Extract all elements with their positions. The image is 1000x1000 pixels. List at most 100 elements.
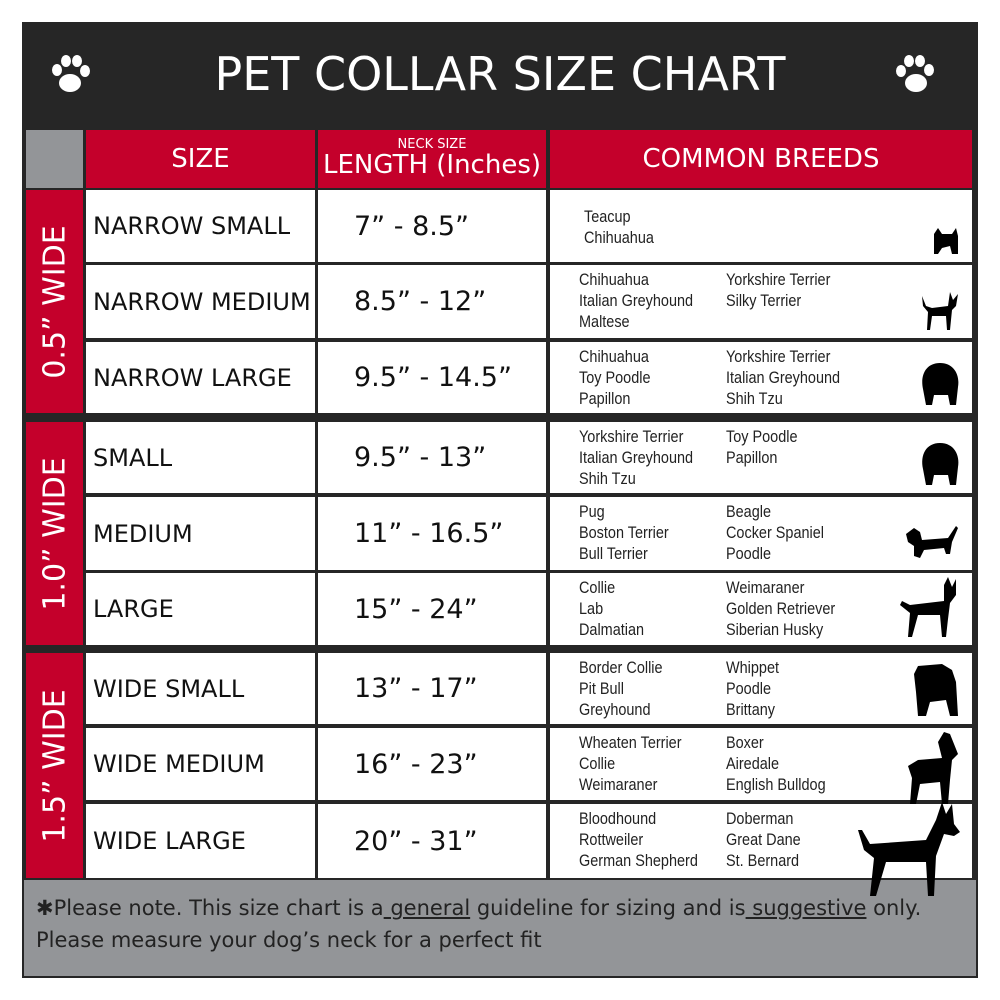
length-cell: 20” - 31” bbox=[318, 804, 546, 878]
footer-line-1: ✱Please note. This size chart is a gener… bbox=[36, 892, 976, 924]
length-value: 7” - 8.5” bbox=[354, 210, 470, 242]
yorkie-silhouette-icon bbox=[934, 228, 958, 254]
breed-name: Lab bbox=[579, 599, 604, 618]
size-label: WIDE MEDIUM bbox=[93, 750, 265, 778]
breed-name: Pit Bull bbox=[579, 679, 624, 698]
breeds-cell: Bloodhound Rottweiler German Shepherd Dober… bbox=[550, 802, 972, 896]
breed-name: Collie bbox=[579, 578, 616, 597]
breed-name: Papillon bbox=[726, 448, 778, 467]
breed-name: Doberman bbox=[726, 809, 794, 828]
group-label-0.5-wide: 0.5” WIDE bbox=[26, 190, 83, 413]
breeds-cell: Wheaten Terrier Collie Weimaraner Boxer Aire… bbox=[550, 728, 972, 804]
size-label: MEDIUM bbox=[93, 519, 193, 548]
breed-column: Pug Boston Terrier Bull Terrier bbox=[579, 501, 669, 564]
breed-name: Teacup bbox=[584, 207, 631, 226]
pomeranian-silhouette-icon bbox=[922, 363, 959, 405]
header-size: SIZE bbox=[86, 130, 315, 188]
breeds-cell: Teacup Chihuahua bbox=[550, 190, 972, 262]
header-length-top: NECK SIZE bbox=[397, 137, 467, 152]
breed-name: Italian Greyhound bbox=[726, 368, 841, 387]
size-cell: WIDE MEDIUM bbox=[86, 728, 315, 800]
length-cell: 13” - 17” bbox=[318, 653, 546, 724]
length-value: 9.5” - 13” bbox=[354, 442, 487, 473]
size-cell: MEDIUM bbox=[86, 497, 315, 570]
breed-name: Poodle bbox=[726, 544, 771, 563]
breed-name: Yorkshire Terrier bbox=[726, 270, 831, 289]
breed-name: Great Dane bbox=[726, 830, 801, 849]
length-cell: 8.5” - 12” bbox=[318, 265, 546, 338]
header-corner bbox=[26, 130, 83, 188]
breed-name: Bloodhound bbox=[579, 809, 657, 828]
size-cell: NARROW SMALL bbox=[86, 190, 315, 262]
length-cell: 16” - 23” bbox=[318, 728, 546, 800]
breeds-cell: Chihuahua Italian Greyhound Maltese Yorkshi… bbox=[550, 265, 972, 338]
breed-name: Yorkshire Terrier bbox=[579, 427, 684, 446]
breed-name: Beagle bbox=[726, 502, 771, 521]
size-label: LARGE bbox=[93, 595, 174, 623]
breed-name: Airedale bbox=[726, 754, 780, 773]
breed-column: Beagle Cocker Spaniel Poodle bbox=[726, 501, 824, 564]
footer-text: ✱Please note. This size chart is a bbox=[36, 896, 384, 920]
bulldog-silhouette-icon bbox=[914, 664, 958, 716]
breed-name: Dalmatian bbox=[579, 620, 645, 639]
size-cell: LARGE bbox=[86, 573, 315, 645]
breed-name: Wheaten Terrier bbox=[579, 733, 682, 752]
chihuahua-silhouette-icon bbox=[922, 292, 958, 330]
breed-name: Shih Tzu bbox=[726, 389, 783, 408]
breed-name: Collie bbox=[579, 754, 616, 773]
length-value: 11” - 16.5” bbox=[354, 518, 504, 549]
breed-name: Boston Terrier bbox=[579, 523, 669, 542]
breeds-cell: Chihuahua Toy Poodle Papillon Yorkshire Ter… bbox=[550, 342, 972, 413]
size-label: SMALL bbox=[93, 443, 173, 472]
size-cell: WIDE LARGE bbox=[86, 804, 315, 878]
group-label-text: 0.5” WIDE bbox=[37, 224, 72, 379]
length-value: 15” - 24” bbox=[354, 593, 478, 625]
header-length: NECK SIZE LENGTH (Inches) bbox=[318, 130, 546, 188]
breed-name: Maltese bbox=[579, 312, 630, 331]
breed-column: Yorkshire Terrier Italian Greyhound Shih T… bbox=[726, 346, 840, 409]
breed-column: Weimaraner Golden Retriever Siberian Husky bbox=[726, 577, 835, 640]
breed-name: Rottweiler bbox=[579, 830, 644, 849]
pitbull-silhouette-icon bbox=[908, 732, 958, 804]
size-label: WIDE LARGE bbox=[93, 827, 246, 855]
footer-underline-general: general bbox=[383, 896, 471, 920]
size-label: NARROW MEDIUM bbox=[93, 287, 311, 316]
breed-name: Golden Retriever bbox=[726, 599, 836, 618]
size-cell: WIDE SMALL bbox=[86, 653, 315, 724]
breed-column: Chihuahua Italian Greyhound Maltese bbox=[579, 269, 693, 332]
breed-name: Chihuahua bbox=[579, 347, 649, 366]
footer-underline-suggestive: suggestive bbox=[745, 896, 867, 920]
breed-name: Greyhound bbox=[579, 700, 651, 719]
length-cell: 15” - 24” bbox=[318, 573, 546, 645]
breeds-cell: Yorkshire Terrier Italian Greyhound Shih T… bbox=[550, 422, 972, 493]
group-label-text: 1.5” WIDE bbox=[37, 688, 72, 843]
breed-name: Whippet bbox=[726, 658, 780, 677]
breed-name: St. Bernard bbox=[726, 851, 800, 870]
breed-name: Silky Terrier bbox=[726, 291, 802, 310]
breed-name: Shih Tzu bbox=[579, 469, 636, 488]
length-value: 16” - 23” bbox=[354, 748, 478, 780]
breeds-cell: Collie Lab Dalmatian Weimaraner Golden Retri… bbox=[550, 573, 972, 645]
breed-name: Boxer bbox=[726, 733, 764, 752]
breed-name: Poodle bbox=[726, 679, 771, 698]
length-value: 13” - 17” bbox=[354, 673, 478, 704]
header-length-label: LENGTH (Inches) bbox=[322, 150, 542, 180]
footer-note: ✱Please note. This size chart is a gener… bbox=[24, 880, 976, 976]
size-cell: NARROW MEDIUM bbox=[86, 265, 315, 338]
size-label: NARROW SMALL bbox=[93, 212, 291, 240]
breeds-cell: Border Collie Pit Bull Greyhound Whippet Poo… bbox=[550, 653, 972, 724]
dachshund-silhouette-icon bbox=[906, 526, 958, 558]
breed-column: Toy Poodle Papillon bbox=[726, 426, 798, 468]
breed-name: Bull Terrier bbox=[579, 544, 648, 563]
breed-column: Whippet Poodle Brittany bbox=[726, 657, 779, 720]
breed-column: Bloodhound Rottweiler German Shepherd bbox=[579, 808, 698, 871]
breeds-cell: Pug Boston Terrier Bull Terrier Beagle Cocke… bbox=[550, 497, 972, 570]
size-cell: SMALL bbox=[86, 422, 315, 493]
breed-column: Doberman Great Dane St. Bernard bbox=[726, 808, 801, 871]
group-label-text: 1.0” WIDE bbox=[37, 456, 72, 611]
breed-name: German Shepherd bbox=[579, 851, 698, 870]
paw-print-icon bbox=[896, 55, 934, 92]
breed-name: Pug bbox=[579, 502, 605, 521]
breed-name: Italian Greyhound bbox=[579, 448, 694, 467]
group-label-1.0-wide: 1.0” WIDE bbox=[26, 422, 83, 645]
